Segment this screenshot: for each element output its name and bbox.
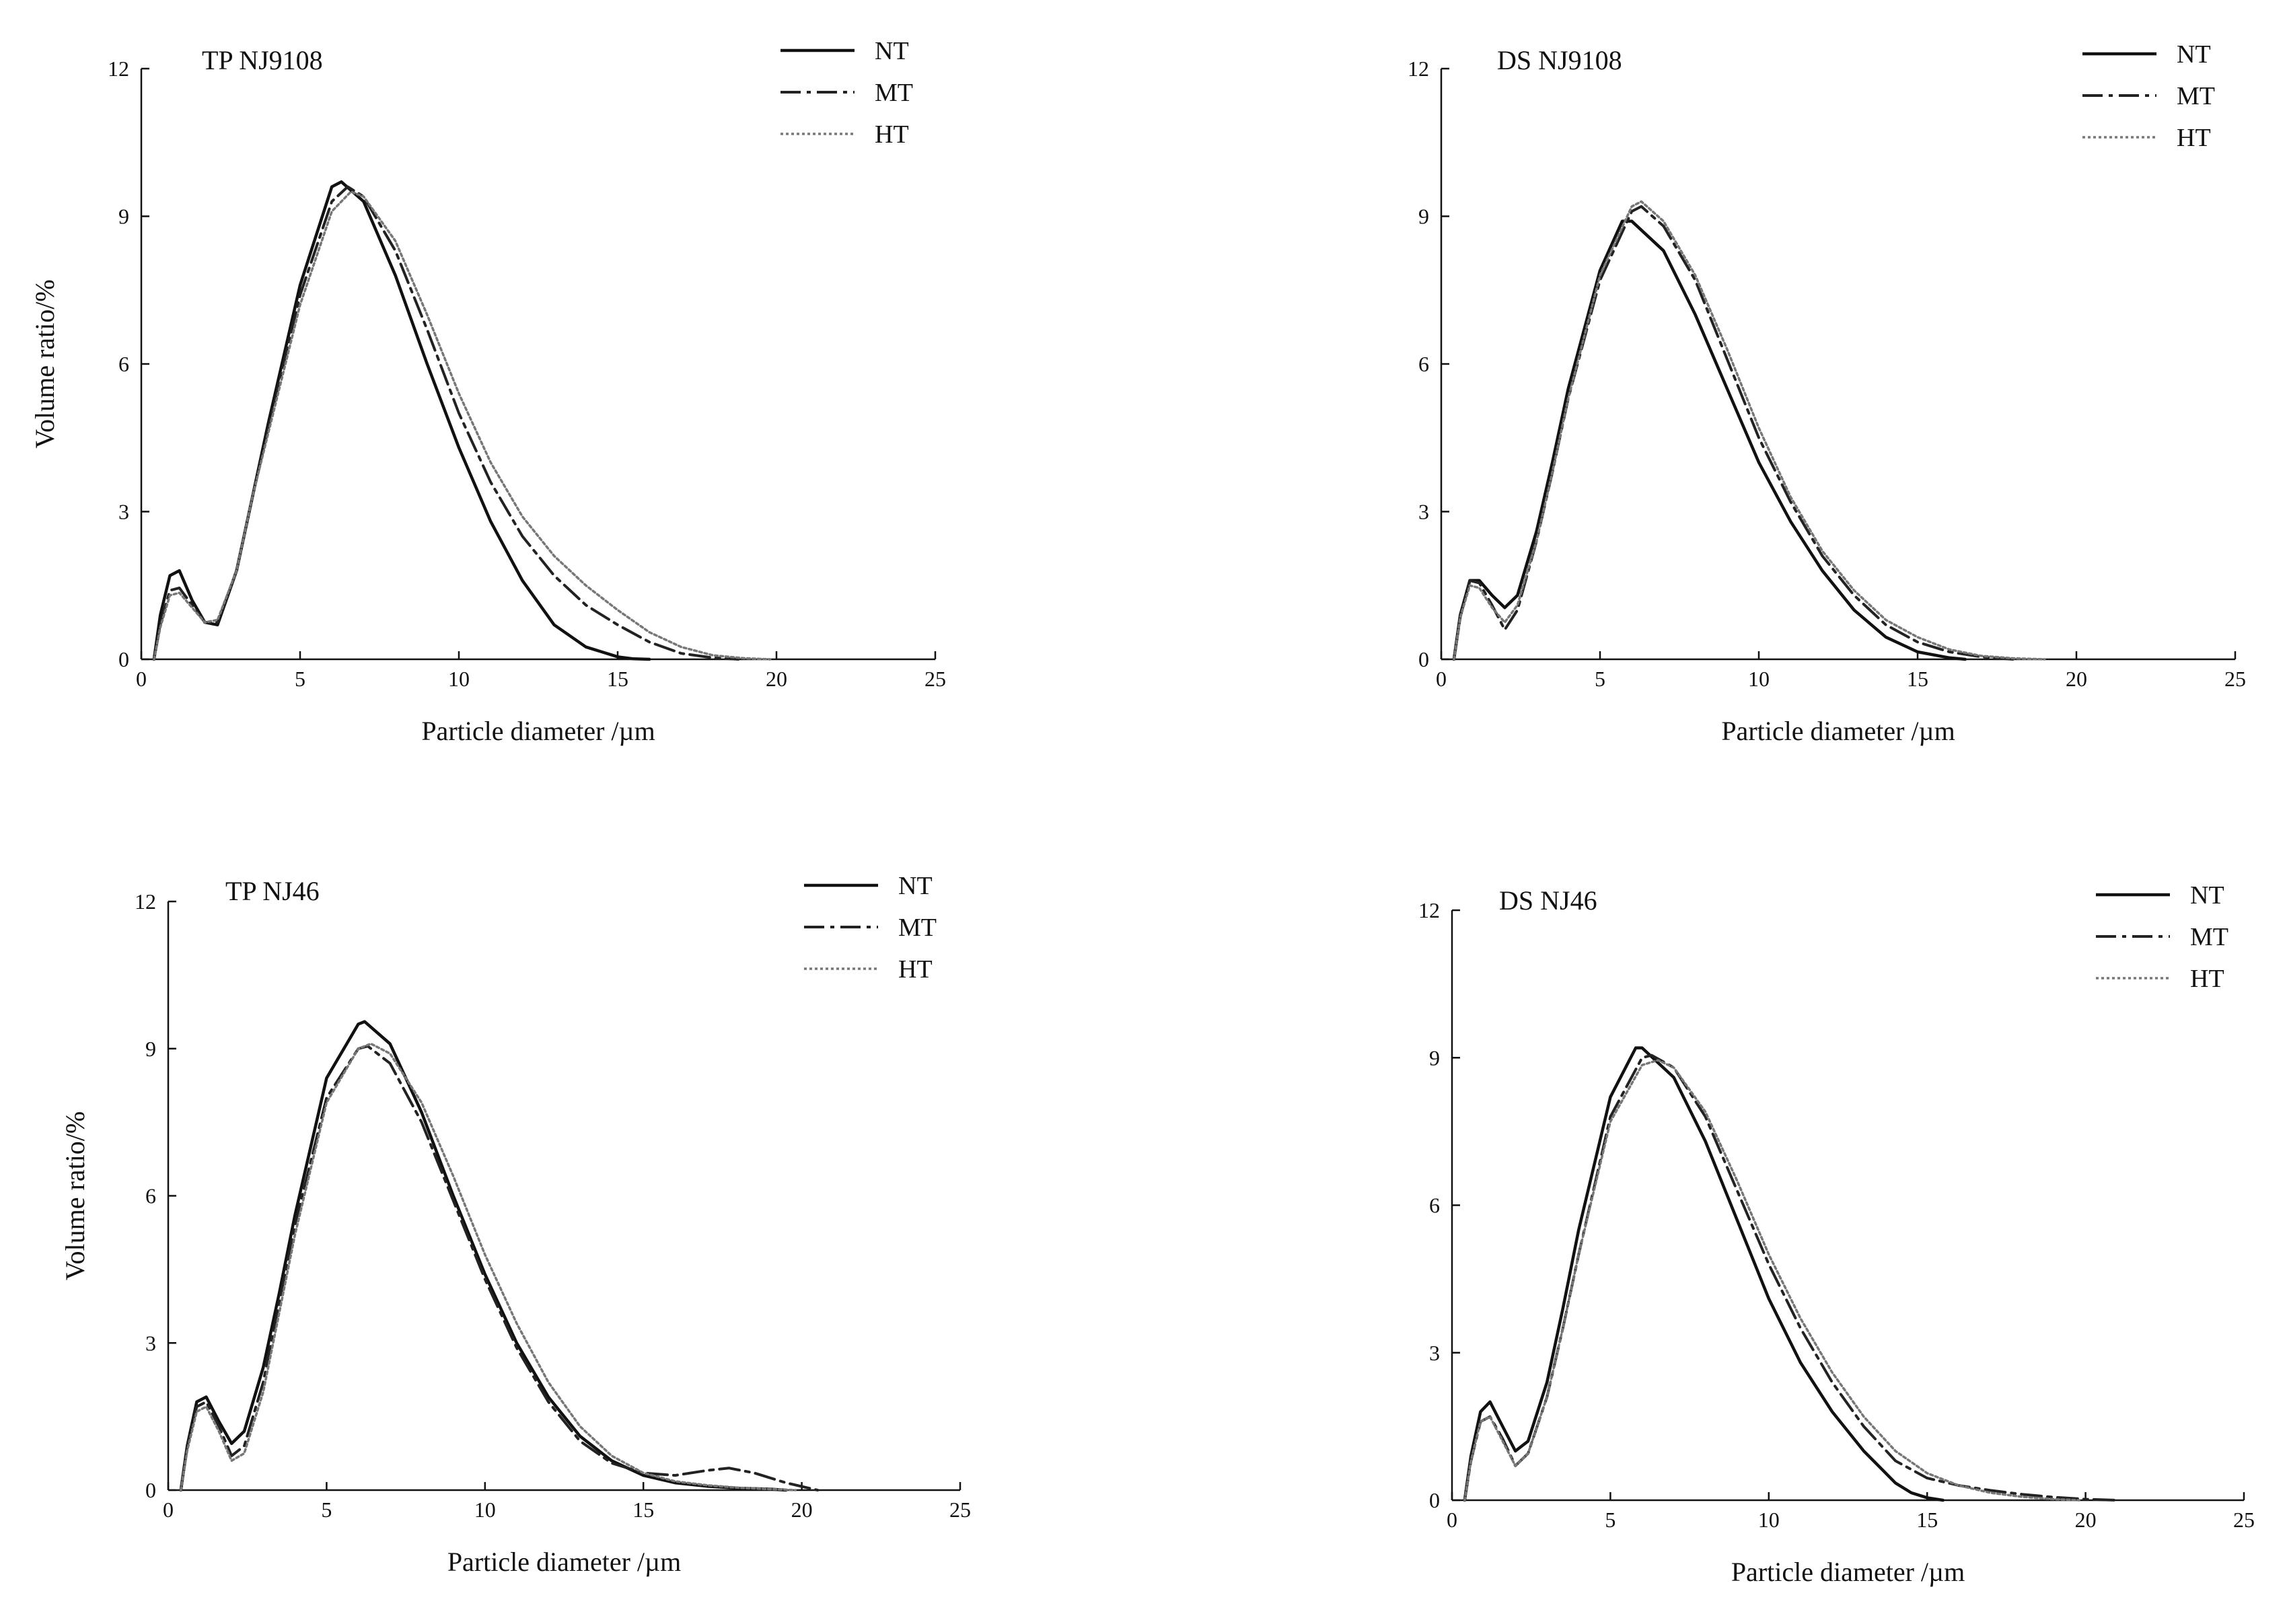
x-tick-label: 20 — [766, 667, 787, 691]
x-tick-label: 15 — [1916, 1508, 1938, 1532]
y-axis-label: Volume ratio/% — [30, 279, 60, 448]
x-tick-label: 10 — [1748, 667, 1770, 691]
x-tick-label: 5 — [321, 1498, 332, 1522]
x-tick-label: 5 — [1605, 1508, 1616, 1532]
legend-label-nt: NT — [898, 872, 933, 900]
series-line-ht — [1463, 1059, 2080, 1502]
y-tick-label: 9 — [1429, 1045, 1440, 1070]
legend-label-nt: NT — [2190, 881, 2224, 910]
x-tick-label: 0 — [1447, 1508, 1457, 1532]
legend: NT MT HT — [804, 872, 937, 984]
x-tick-label: 10 — [1758, 1508, 1780, 1532]
y-tick-label: 9 — [118, 205, 129, 229]
chart-title: DS NJ46 — [1499, 885, 1597, 916]
chart-panel-1: 0 5 10 15 20 25 0 3 6 9 12 TP NJ9108 Particle diamet… — [30, 37, 946, 746]
y-tick-label: 3 — [1418, 500, 1429, 524]
legend-label-ht: HT — [2177, 124, 2211, 152]
x-tick-label: 0 — [1436, 667, 1447, 691]
series-line-mt — [1452, 205, 2014, 661]
chart-panel-4: 0 5 10 15 20 25 0 3 6 9 12 DS NJ46 Particle diameter… — [1418, 881, 2255, 1587]
x-axis-label: Particle diameter /µm — [421, 716, 655, 746]
y-tick-label: 12 — [1418, 898, 1440, 922]
x-tick-label: 20 — [791, 1498, 813, 1522]
legend-label-mt: MT — [875, 79, 913, 107]
series-line-mt — [152, 185, 740, 661]
y-tick-label: 9 — [1418, 205, 1429, 229]
y-tick-label: 0 — [1418, 647, 1429, 671]
series-line-nt — [152, 180, 651, 661]
y-tick-label: 6 — [1418, 352, 1429, 376]
x-tick-label: 25 — [2233, 1508, 2255, 1532]
x-tick-label: 10 — [448, 667, 470, 691]
series-line-mt — [179, 1045, 820, 1491]
series-line-ht — [180, 1042, 797, 1491]
x-tick-label: 20 — [2066, 667, 2087, 691]
y-tick-label: 6 — [118, 352, 129, 376]
y-tick-label: 12 — [1408, 57, 1429, 81]
y-tick-label: 3 — [145, 1331, 156, 1355]
y-tick-label: 6 — [145, 1184, 156, 1208]
legend-label-ht: HT — [898, 955, 933, 984]
x-axis-label: Particle diameter /µm — [1731, 1557, 1965, 1587]
legend-label-nt: NT — [875, 37, 909, 65]
legend: NT MT HT — [2082, 40, 2215, 152]
series-line-ht — [153, 190, 772, 661]
y-tick-label: 6 — [1429, 1193, 1440, 1218]
series-line-ht — [1453, 200, 2046, 661]
x-axis-label: Particle diameter /µm — [1721, 716, 1955, 746]
y-axis-label: Volume ratio/% — [60, 1111, 90, 1280]
y-tick-label: 3 — [118, 500, 129, 524]
chart-panel-3: 0 5 10 15 20 25 0 3 6 9 12 TP NJ46 Particle diameter… — [60, 872, 971, 1577]
y-tick-label: 3 — [1429, 1341, 1440, 1365]
legend-label-mt: MT — [2190, 923, 2228, 951]
chart-title: TP NJ46 — [225, 876, 320, 906]
x-tick-label: 0 — [136, 667, 147, 691]
x-tick-label: 25 — [2224, 667, 2246, 691]
legend-label-ht: HT — [875, 120, 909, 149]
series-line-nt — [1452, 219, 1967, 661]
x-tick-label: 5 — [1595, 667, 1605, 691]
y-tick-label: 0 — [145, 1478, 156, 1502]
x-tick-label: 25 — [924, 667, 946, 691]
x-tick-label: 20 — [2075, 1508, 2097, 1532]
y-tick-label: 0 — [118, 647, 129, 671]
y-tick-label: 9 — [145, 1037, 156, 1061]
legend-label-nt: NT — [2177, 40, 2211, 69]
legend-label-ht: HT — [2190, 965, 2224, 993]
series-line-mt — [1463, 1054, 2119, 1502]
legend-label-mt: MT — [898, 914, 937, 942]
x-tick-label: 15 — [607, 667, 628, 691]
x-tick-label: 15 — [1907, 667, 1928, 691]
legend-label-mt: MT — [2177, 82, 2215, 110]
chart-title: TP NJ9108 — [202, 45, 323, 75]
y-tick-label: 12 — [135, 889, 156, 914]
series-line-nt — [179, 1020, 788, 1492]
x-tick-label: 5 — [295, 667, 305, 691]
legend: NT MT HT — [781, 37, 913, 149]
x-tick-label: 0 — [163, 1498, 174, 1522]
x-tick-label: 25 — [949, 1498, 971, 1522]
x-tick-label: 10 — [474, 1498, 496, 1522]
chart-title: DS NJ9108 — [1497, 45, 1622, 75]
y-tick-label: 0 — [1429, 1488, 1440, 1512]
x-axis-label: Particle diameter /µm — [447, 1547, 681, 1577]
y-tick-label: 12 — [108, 57, 129, 81]
x-tick-label: 15 — [632, 1498, 654, 1522]
series-line-nt — [1463, 1046, 1945, 1502]
legend: NT MT HT — [2096, 881, 2228, 993]
chart-panel-2: 0 5 10 15 20 25 0 3 6 9 12 DS NJ9108 Particle diamet… — [1408, 40, 2246, 746]
